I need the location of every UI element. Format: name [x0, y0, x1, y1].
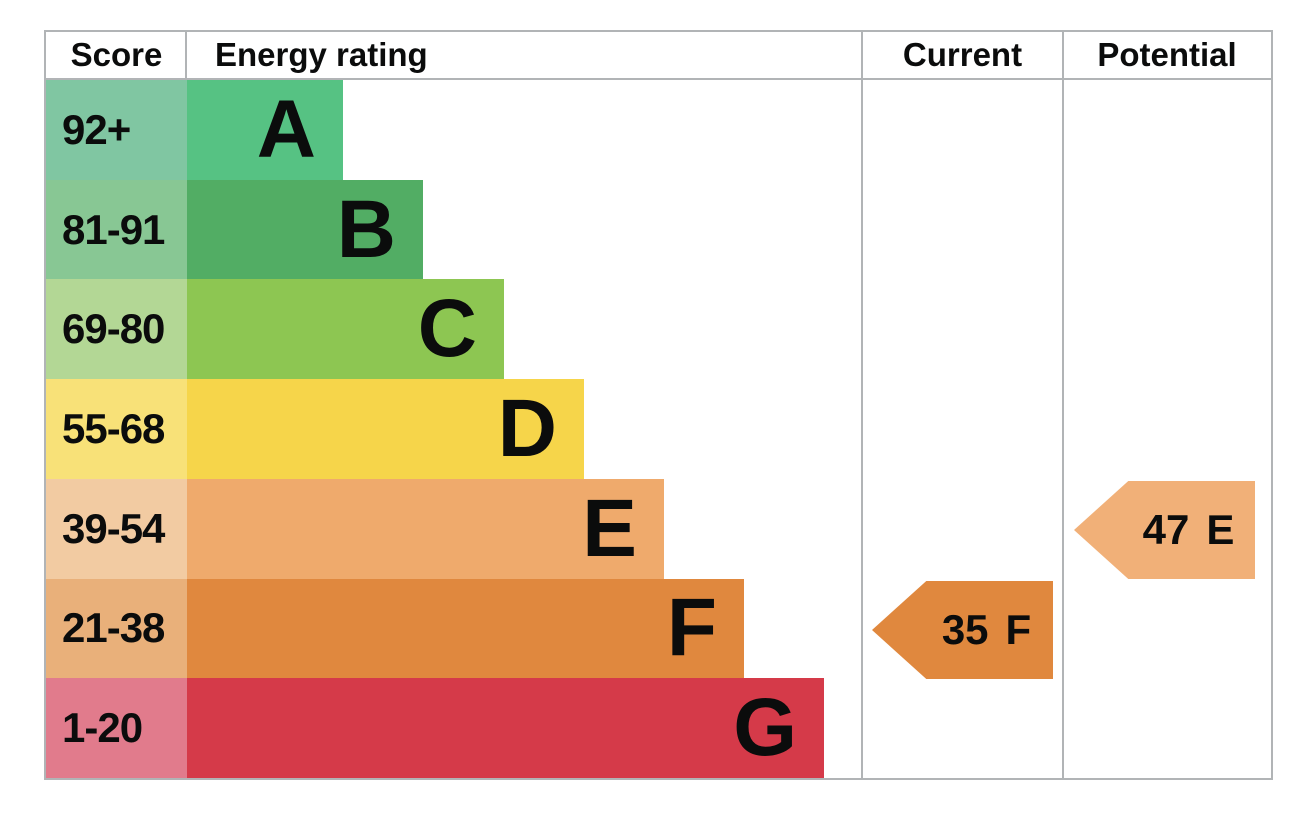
- band-letter-e: E: [582, 482, 637, 574]
- band-bar-g: G: [187, 678, 824, 779]
- band-bar-d: D: [187, 379, 584, 479]
- band-row-f: 21-38 F: [46, 578, 862, 679]
- band-letter-g: G: [733, 682, 797, 774]
- score-range-c: 69-80: [46, 279, 187, 380]
- table-header: Score Energy rating Current Potential: [46, 32, 1271, 80]
- band-bar-f: F: [187, 578, 744, 679]
- potential-arrow: 47 E: [1074, 481, 1255, 579]
- band-row-b: 81-91 B: [46, 179, 862, 280]
- score-range-g: 1-20: [46, 678, 187, 779]
- score-range-d: 55-68: [46, 379, 187, 479]
- column-header-current: Current: [902, 36, 1023, 73]
- potential-value: 47: [1142, 506, 1190, 553]
- band-letter-b: B: [336, 183, 396, 275]
- band-bar-c: C: [187, 279, 504, 380]
- rating-bands: 92+ A 81-91 B 69-80 C 55-68 D 39-54 E 21…: [46, 80, 862, 779]
- current-arrow: 35 F: [872, 581, 1053, 679]
- current-value: 35: [941, 606, 989, 653]
- band-row-d: 55-68 D: [46, 379, 862, 479]
- band-row-a: 92+ A: [46, 80, 862, 180]
- column-divider-current: [861, 32, 863, 778]
- column-header-energy-rating: Energy rating: [215, 36, 428, 73]
- current-letter: F: [1005, 606, 1032, 653]
- band-letter-c: C: [417, 283, 477, 375]
- band-bar-a: A: [187, 80, 343, 180]
- band-bar-b: B: [187, 179, 423, 280]
- column-header-score: Score: [70, 36, 163, 73]
- score-range-b: 81-91: [46, 179, 187, 280]
- rating-table: Score Energy rating Current Potential 92…: [44, 30, 1273, 780]
- band-row-e: 39-54 E: [46, 478, 862, 579]
- band-row-c: 69-80 C: [46, 279, 862, 380]
- band-letter-f: F: [666, 582, 717, 674]
- band-letter-d: D: [497, 383, 557, 475]
- score-range-e: 39-54: [46, 478, 187, 579]
- band-bar-e: E: [187, 478, 664, 579]
- band-row-g: 1-20 G: [46, 678, 862, 779]
- potential-letter: E: [1206, 506, 1235, 553]
- score-range-a: 92+: [46, 80, 187, 180]
- column-divider-potential: [1062, 32, 1064, 778]
- band-letter-a: A: [256, 83, 316, 175]
- header-divider: [185, 32, 187, 78]
- column-header-potential: Potential: [1097, 36, 1237, 73]
- score-range-f: 21-38: [46, 578, 187, 679]
